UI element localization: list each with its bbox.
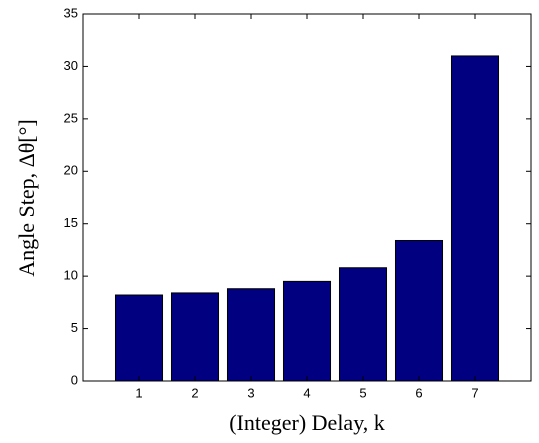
bar bbox=[338, 267, 388, 382]
bar bbox=[450, 55, 500, 382]
x-tick-label: 4 bbox=[303, 385, 310, 400]
y-tick-label: 0 bbox=[71, 372, 78, 387]
x-tick-label: 7 bbox=[471, 385, 478, 400]
x-tick-label: 6 bbox=[415, 385, 422, 400]
bar bbox=[114, 294, 164, 382]
bar bbox=[170, 292, 220, 382]
bar bbox=[282, 280, 332, 382]
y-axis-label: Angle Step, Δθ[°] bbox=[14, 119, 39, 277]
y-tick-label: 5 bbox=[71, 320, 78, 335]
bar bbox=[226, 288, 276, 382]
x-tick-label: 1 bbox=[135, 385, 142, 400]
x-axis-label: (Integer) Delay, k bbox=[229, 410, 385, 435]
bar bbox=[394, 239, 444, 382]
y-tick-label: 20 bbox=[64, 163, 78, 178]
x-tick-label: 3 bbox=[247, 385, 254, 400]
y-tick-label: 25 bbox=[64, 110, 78, 125]
y-tick-label: 15 bbox=[64, 215, 78, 230]
x-tick-label: 5 bbox=[359, 385, 366, 400]
y-tick-label: 10 bbox=[64, 268, 78, 283]
y-tick-label: 35 bbox=[64, 5, 78, 20]
x-tick-label: 2 bbox=[191, 385, 198, 400]
y-tick-label: 30 bbox=[64, 58, 78, 73]
